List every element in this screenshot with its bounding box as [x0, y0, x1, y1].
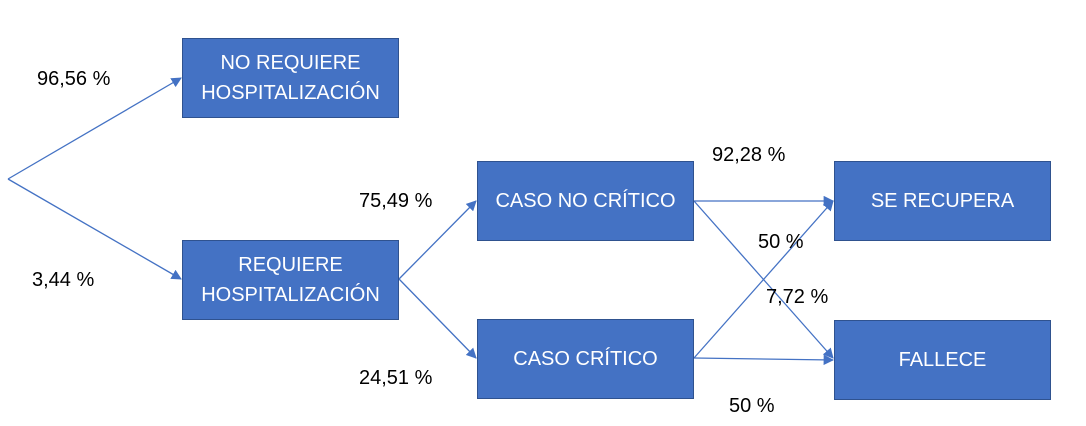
prob-critico-fallece: 50 %: [729, 395, 775, 417]
node-requiere-hospitalizacion: REQUIERE HOSPITALIZACIÓN: [182, 240, 399, 320]
node-se-recupera-label: SE RECUPERA: [870, 190, 1015, 212]
prob-critico-recupera: 50 %: [758, 231, 804, 253]
arrow-requiere-to-critico: [398, 278, 477, 359]
node-no-requiere-line1: NO REQUIERE: [220, 52, 361, 74]
node-caso-critico: CASO CRÍTICO: [477, 319, 694, 399]
node-requiere-line2: HOSPITALIZACIÓN: [201, 284, 380, 306]
prob-requiere: 3,44 %: [32, 269, 95, 291]
prob-no-requiere: 96,56 %: [37, 68, 111, 90]
node-no-requiere-hospitalizacion: NO REQUIERE HOSPITALIZACIÓN: [182, 38, 399, 118]
node-no-requiere-line2: HOSPITALIZACIÓN: [201, 82, 380, 104]
prob-no-critico-fallece: 7,72 %: [766, 286, 829, 308]
arrow-critico-to-recupera: [693, 200, 834, 359]
node-fallece-label: FALLECE: [898, 349, 987, 371]
node-se-recupera: SE RECUPERA: [834, 161, 1051, 241]
node-caso-no-critico-label: CASO NO CRÍTICO: [495, 190, 676, 212]
prob-no-critico: 75,49 %: [359, 190, 433, 212]
prob-critico: 24,51 %: [359, 367, 433, 389]
node-requiere-line1: REQUIERE: [238, 254, 343, 276]
node-caso-no-critico: CASO NO CRÍTICO: [477, 161, 694, 241]
arrow-requiere-to-no-critico: [398, 200, 477, 280]
prob-no-critico-recupera: 92,28 %: [712, 144, 786, 166]
arrow-root-to-requiere: [7, 178, 182, 280]
arrow-critico-to-fallece: [693, 354, 835, 366]
arrow-root-to-no-requiere: [7, 77, 182, 180]
node-caso-critico-label: CASO CRÍTICO: [513, 348, 658, 370]
node-fallece: FALLECE: [834, 320, 1051, 400]
